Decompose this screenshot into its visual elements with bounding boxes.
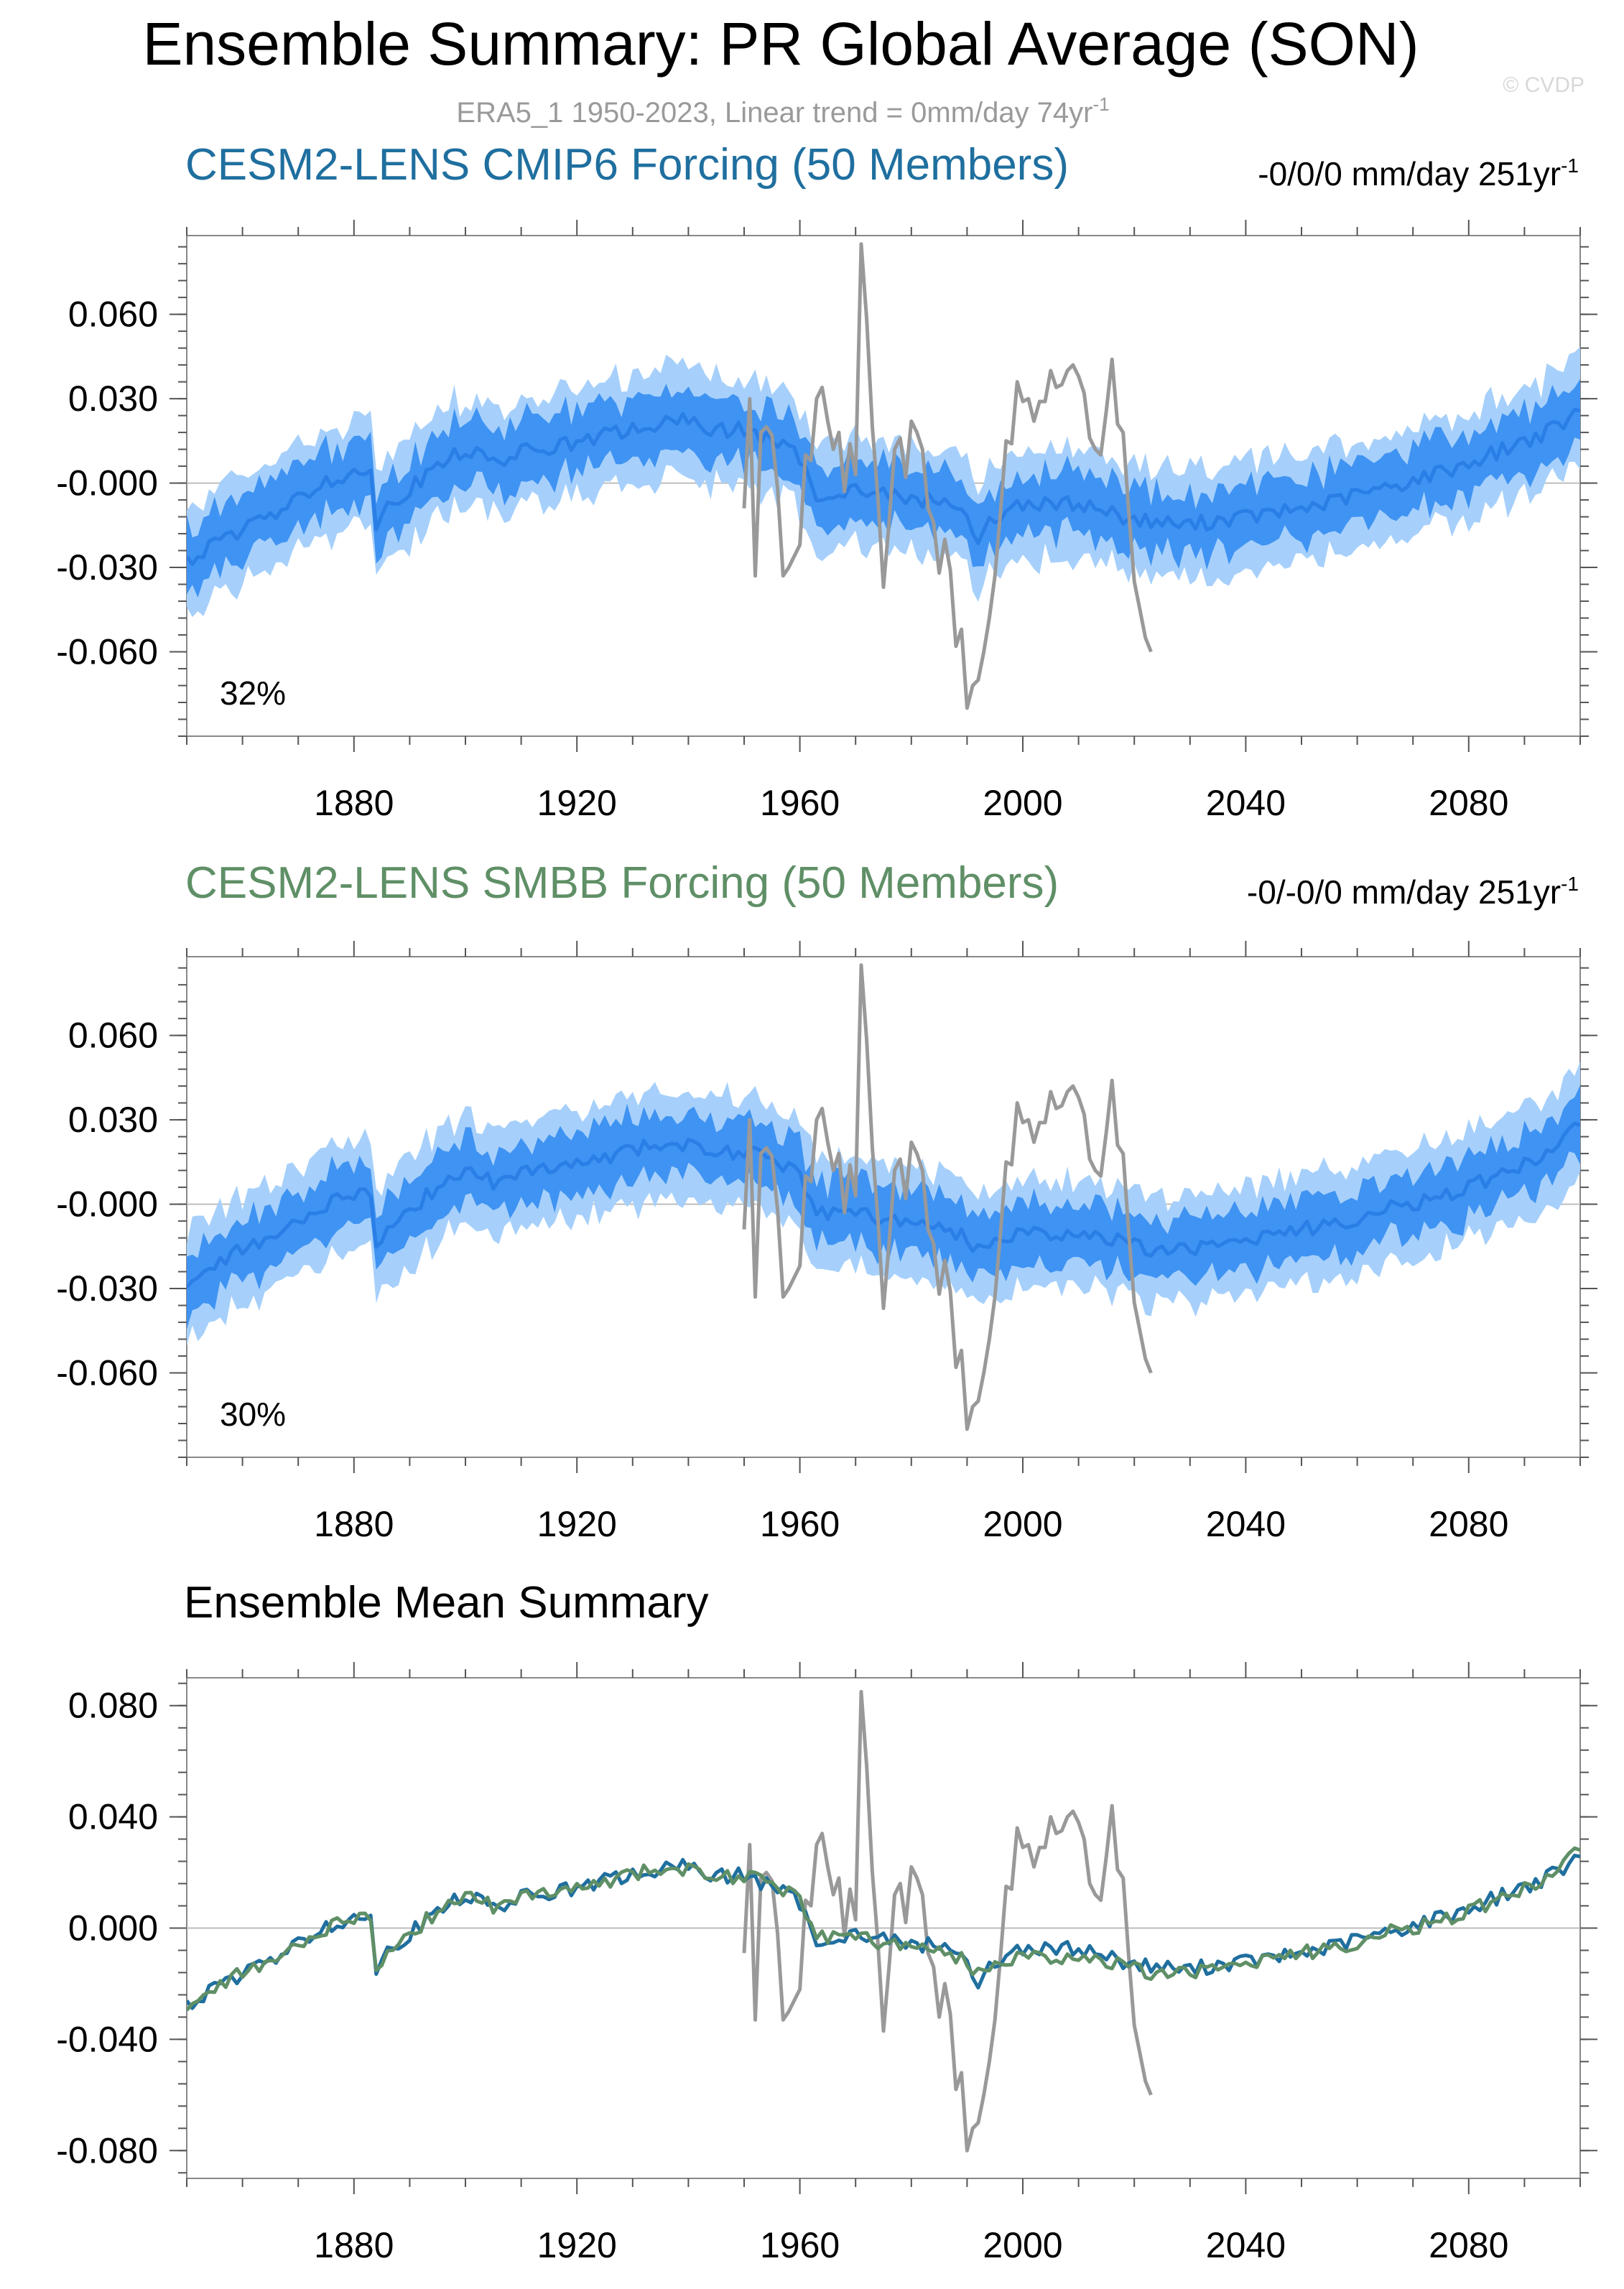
y-tick-label: 0.030 (68, 379, 158, 419)
x-tick-label: 1880 (314, 1504, 394, 1544)
observed-line (742, 242, 1153, 710)
y-tick-label: -0.080 (56, 2130, 158, 2170)
trend-label-cmip6: -0/0/0 mm/day 251yr-1 (1258, 154, 1579, 192)
panel-cmip6: CESM2-LENS CMIP6 Forcing (50 Members) -0… (185, 140, 1579, 192)
x-tick-label: 1960 (760, 2225, 840, 2265)
y-tick-label: -0.060 (56, 632, 158, 672)
trend-label-cmip6-sup: -1 (1561, 154, 1579, 177)
observed-line (742, 1689, 1153, 2153)
figure-subtitle-text: ERA5_1 1950-2023, Linear trend = 0mm/day… (456, 97, 1092, 129)
trend-label-cmip6-text: -0/0/0 mm/day 251yr (1258, 155, 1561, 192)
inner-spread-band (187, 1085, 1580, 1329)
x-tick-label: 1920 (537, 1504, 617, 1544)
y-tick-label: -0.060 (56, 1353, 158, 1393)
panel-smbb: CESM2-LENS SMBB Forcing (50 Members) -0/… (185, 858, 1579, 911)
observed-line (742, 963, 1153, 1431)
y-tick-label: -0.000 (56, 463, 158, 503)
x-tick-label: 2000 (983, 2225, 1062, 2265)
plot-area-2: 1880 1920 1960 2000 2040 2080 0.080 0.040 0.000 -… (56, 1662, 1597, 2265)
plot-frame (186, 956, 1581, 1458)
plot-area-1: 1880 1920 1960 2000 2040 2080 0.060 0.030 -0.000… (56, 941, 1597, 1544)
y-tick-label: 0.080 (68, 1686, 158, 1726)
figure-subtitle-sup: -1 (1092, 93, 1109, 115)
panel-title-smbb: CESM2-LENS SMBB Forcing (50 Members) (185, 858, 1059, 908)
y-tick-label: 0.000 (68, 1908, 158, 1949)
panel-ensemble-mean: Ensemble Mean Summary (184, 1578, 709, 1628)
x-tick-label: 1920 (537, 2225, 617, 2265)
trend-label-smbb: -0/-0/0 mm/day 251yr-1 (1247, 873, 1579, 911)
percent-annotation: 30% (220, 1396, 286, 1433)
trend-label-smbb-sup: -1 (1561, 873, 1579, 895)
plot-frame (186, 235, 1581, 737)
x-tick-label: 2080 (1429, 1504, 1508, 1544)
y-tick-label: -0.040 (56, 2019, 158, 2059)
x-tick-label: 1920 (537, 783, 617, 823)
y-tick-label: 0.060 (68, 1016, 158, 1056)
watermark: © CVDP (1503, 73, 1584, 97)
x-tick-label: 2000 (983, 783, 1062, 823)
x-tick-label: 1960 (760, 783, 840, 823)
y-tick-label: -0.000 (56, 1184, 158, 1225)
x-tick-label: 2040 (1206, 1504, 1286, 1544)
y-tick-label: -0.030 (56, 1268, 158, 1309)
plot-contents (187, 1689, 1580, 2153)
y-tick-label: 0.030 (68, 1100, 158, 1140)
x-tick-label: 2040 (1206, 783, 1286, 823)
panel-title-cmip6: CESM2-LENS CMIP6 Forcing (50 Members) (185, 140, 1069, 190)
y-tick-label: 0.060 (68, 294, 158, 335)
y-tick-label: 0.040 (68, 1797, 158, 1837)
ensemble-mean-line (187, 1121, 1580, 1289)
figure-title: Ensemble Summary: PR Global Average (SON… (142, 10, 1419, 78)
plot-contents (187, 242, 1580, 710)
x-tick-label: 1880 (314, 2225, 394, 2265)
x-tick-label: 2040 (1206, 2225, 1286, 2265)
x-tick-label: 1880 (314, 783, 394, 823)
x-tick-label: 2000 (983, 1504, 1062, 1544)
cmip6-mean-line (187, 1853, 1580, 2010)
y-tick-label: -0.030 (56, 547, 158, 588)
plot-area-0: 1880 1920 1960 2000 2040 2080 0.060 0.030 -0.000… (56, 220, 1597, 823)
panel-title-ensemble-mean: Ensemble Mean Summary (184, 1578, 709, 1628)
ensemble-mean-line (187, 407, 1580, 566)
plot-contents (187, 963, 1580, 1431)
smbb-mean-line (187, 1846, 1580, 2012)
figure-subtitle: ERA5_1 1950-2023, Linear trend = 0mm/day… (456, 93, 1109, 129)
x-tick-label: 2080 (1429, 783, 1508, 823)
x-tick-label: 2080 (1429, 2225, 1508, 2265)
trend-label-smbb-text: -0/-0/0 mm/day 251yr (1247, 873, 1561, 911)
x-tick-label: 1960 (760, 1504, 840, 1544)
percent-annotation: 32% (220, 674, 286, 712)
